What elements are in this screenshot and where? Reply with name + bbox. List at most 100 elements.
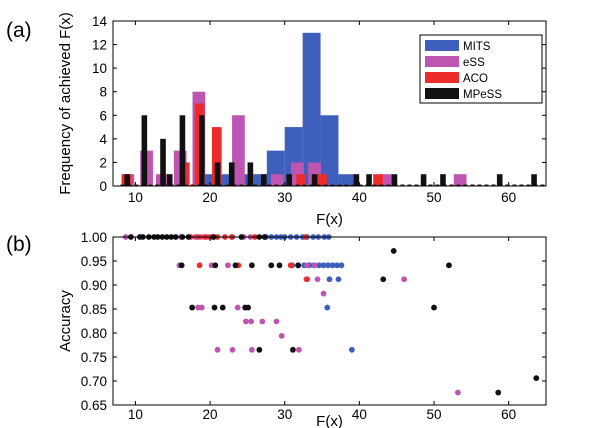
x-tick-label-b: 20 bbox=[203, 407, 218, 422]
point-mpess-33 bbox=[290, 346, 296, 353]
bar-mpess-4 bbox=[179, 115, 186, 186]
point-ess-12 bbox=[304, 262, 311, 269]
bar-mpess-1 bbox=[141, 115, 148, 186]
point-mits-25 bbox=[335, 276, 342, 283]
point-mpess-34 bbox=[495, 389, 502, 396]
point-mpess-31 bbox=[431, 304, 437, 311]
bar-ess-9 bbox=[379, 174, 393, 186]
axis-ticks-a: 10 20 30 40 50 60 0 2 4 6 8 10 12 14 bbox=[92, 14, 546, 205]
bar-mits-1 bbox=[217, 174, 236, 186]
x-axis-label-a: F(x) bbox=[316, 211, 343, 228]
bar-mits-6 bbox=[302, 32, 321, 187]
point-ess-24 bbox=[273, 318, 280, 325]
point-mits-24 bbox=[326, 276, 333, 283]
bar-mpess-8 bbox=[247, 162, 254, 186]
bar-mpess-16 bbox=[440, 174, 446, 186]
bar-aco-6 bbox=[373, 174, 383, 186]
point-mpess-17 bbox=[212, 262, 219, 269]
point-mits-21 bbox=[329, 262, 336, 269]
x-tick-label-b: 40 bbox=[352, 407, 367, 422]
point-mpess-16 bbox=[178, 262, 185, 269]
point-mpess-25 bbox=[380, 276, 387, 283]
point-aco-12 bbox=[304, 276, 311, 283]
x-axis-label-b: F(x) bbox=[316, 413, 343, 428]
point-mpess-23 bbox=[446, 262, 452, 269]
point-mpess-21 bbox=[276, 262, 283, 269]
point-mits-27 bbox=[348, 346, 355, 353]
y-tick-label-b: 0.70 bbox=[81, 374, 107, 389]
point-mits-22 bbox=[334, 262, 340, 269]
point-mpess-26 bbox=[189, 304, 196, 311]
point-ess-22 bbox=[248, 318, 255, 325]
y-axis-label-b: Accuracy bbox=[57, 290, 74, 352]
point-mpess-32 bbox=[256, 346, 263, 353]
plot-area-b bbox=[113, 237, 546, 405]
bar-mpess-0 bbox=[124, 174, 130, 186]
point-mpess-28 bbox=[219, 304, 226, 311]
bar-mpess-5 bbox=[199, 115, 205, 186]
point-ess-26 bbox=[214, 346, 221, 353]
bar-mpess-11 bbox=[311, 174, 318, 186]
point-mpess-22 bbox=[295, 262, 302, 269]
point-ess-29 bbox=[295, 346, 302, 353]
x-tick-label-b: 60 bbox=[501, 407, 516, 422]
panel-a-label: (a) bbox=[6, 19, 32, 42]
bar-mpess-15 bbox=[420, 174, 427, 186]
histogram-bars bbox=[120, 32, 546, 187]
y-tick-label-a: 0 bbox=[99, 179, 107, 194]
y-tick-label-b: 0.65 bbox=[81, 398, 107, 413]
x-tick-label-a: 50 bbox=[427, 190, 442, 205]
point-ess-20 bbox=[234, 304, 241, 311]
point-ess-23 bbox=[259, 318, 266, 325]
y-tick-label-a: 14 bbox=[92, 14, 108, 29]
bar-ess-5 bbox=[232, 115, 245, 186]
x-tick-label-a: 30 bbox=[277, 190, 292, 205]
bar-mpess-7 bbox=[228, 162, 235, 186]
point-mits-18 bbox=[316, 262, 322, 269]
point-mits-19 bbox=[320, 262, 327, 269]
legend-swatch-aco bbox=[425, 72, 459, 83]
x-tick-label-a: 60 bbox=[501, 190, 516, 205]
bar-ess-6 bbox=[270, 174, 284, 186]
bar-aco-4 bbox=[296, 174, 306, 186]
bar-mpess-14 bbox=[391, 174, 398, 186]
y-tick-label-a: 4 bbox=[99, 132, 107, 147]
legend-label-ess: eSS bbox=[463, 57, 485, 69]
point-mpess-18 bbox=[232, 262, 239, 269]
point-ess-21 bbox=[242, 318, 249, 325]
legend-label-mpess: MPeSS bbox=[463, 89, 502, 101]
bar-mpess-12 bbox=[353, 174, 360, 186]
point-mpess-30 bbox=[245, 304, 252, 311]
bar-mpess-9 bbox=[261, 174, 267, 186]
y-tick-label-a: 10 bbox=[92, 61, 107, 76]
panel-b-label: (b) bbox=[6, 233, 32, 256]
bar-mpess-13 bbox=[366, 174, 372, 186]
x-tick-label-b: 30 bbox=[277, 407, 292, 422]
scatter-plot: 10 20 30 40 50 60 0.65 0.70 0.75 0.80 0.85 0.90 0.95… bbox=[81, 230, 547, 422]
point-aco-9 bbox=[196, 262, 203, 269]
y-tick-label-b: 1.00 bbox=[81, 230, 107, 245]
point-mpess-19 bbox=[248, 262, 255, 269]
bar-mpess-6 bbox=[214, 162, 221, 186]
point-ess-27 bbox=[229, 346, 236, 353]
x-tick-label-a: 40 bbox=[352, 190, 367, 205]
point-mpess-24 bbox=[390, 248, 397, 254]
x-tick-label-a: 20 bbox=[203, 190, 218, 205]
point-ess-28 bbox=[248, 346, 255, 353]
y-tick-label-a: 2 bbox=[99, 155, 107, 170]
legend-swatch-mpess bbox=[425, 88, 459, 99]
bar-mits-8 bbox=[338, 174, 357, 186]
legend-label-mits: MITS bbox=[463, 41, 491, 53]
x-tick-label-b: 50 bbox=[427, 407, 442, 422]
bar-ess-10 bbox=[453, 174, 467, 186]
point-mits-20 bbox=[325, 262, 331, 269]
y-axis-label-a: Frequency of achieved F(x) bbox=[57, 12, 74, 195]
bar-aco-3 bbox=[211, 127, 222, 186]
point-mpess-20 bbox=[268, 262, 275, 269]
legend: MITS eSS ACO MPeSS bbox=[419, 34, 543, 104]
axis-ticks-b: 10 20 30 40 50 60 0.65 0.70 0.75 0.80 0.85 0.90 0.95… bbox=[81, 230, 546, 422]
point-aco-11 bbox=[287, 262, 294, 269]
point-mpess-35 bbox=[533, 375, 540, 382]
point-ess-16 bbox=[320, 290, 327, 297]
x-tick-label-a: 10 bbox=[128, 190, 143, 205]
